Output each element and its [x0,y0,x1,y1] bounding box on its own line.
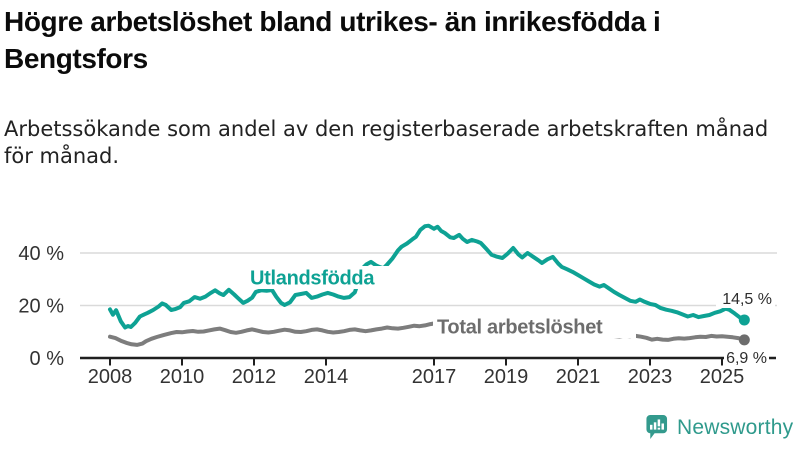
title-line-2: Bengtsfors [4,43,148,74]
end-value-label-utlandsf-dda: 14,5 % [722,291,772,308]
newsworthy-brand-text: Newsworthy [677,415,794,439]
series-end-dot-total-arbetsl-shet [738,334,750,346]
newsworthy-logo: Newsworthy [645,414,793,441]
x-tick-label-2019: 2019 [484,366,529,388]
x-tick-label-2017: 2017 [412,366,457,388]
series-line-utlandsf-dda [108,223,747,330]
x-tick-label-2025: 2025 [700,366,745,388]
x-tick-label-2021: 2021 [556,366,601,388]
page-title: Högre arbetslöshet bland utrikes- än inr… [4,3,661,77]
end-value-label-total-arbetsl-shet: 6,9 % [726,350,767,367]
title-line-1: Högre arbetslöshet bland utrikes- än inr… [4,6,661,37]
series-label-utlandsf-dda: Utlandsfödda [250,268,375,290]
series-label-plate-utlandsfodda [246,266,398,289]
x-tick-label-2010: 2010 [160,366,205,388]
series-label-plate-total [433,315,636,339]
subtitle-line-1: Arbetssökande som andel av den registerb… [4,117,769,141]
newsworthy-bubble-icon [646,415,668,439]
end-value-plate-utlandsfodda [716,289,775,308]
end-value-plate-total [724,348,769,367]
subtitle-line-2: för månad. [4,144,120,168]
chart-subtitle: Arbetssökande som andel av den registerb… [4,116,768,170]
y-tick-label-40: 40 % [18,243,64,265]
x-tick-label-2012: 2012 [232,366,277,388]
series-end-dot-utlandsf-dda [738,314,750,326]
x-tick-label-2008: 2008 [88,366,133,388]
series-line-total-arbetsl-shet [108,321,747,347]
x-tick-label-2014: 2014 [304,366,349,388]
x-tick-label-2023: 2023 [628,366,673,388]
unemployment-line-chart: 2008 2010 2012 2014 2017 2019 2021 2023 2025 0 % 2… [18,223,777,388]
y-tick-label-20: 20 % [18,296,64,318]
y-tick-label-0: 0 % [30,348,65,370]
series-label-total-arbetsl-shet: Total arbetslöshet [437,317,603,339]
